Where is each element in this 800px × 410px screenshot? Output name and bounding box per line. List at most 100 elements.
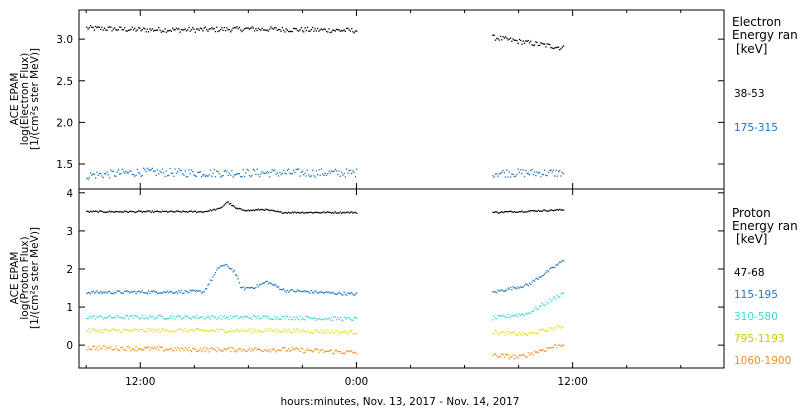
data-point (238, 173, 241, 175)
data-point (193, 28, 195, 30)
data-point (309, 175, 311, 178)
data-point (144, 347, 146, 349)
data-point (182, 347, 184, 350)
data-point (216, 26, 218, 28)
data-point (174, 211, 176, 213)
data-point (154, 170, 156, 172)
data-point (246, 315, 248, 318)
data-point (494, 317, 497, 320)
data-point (300, 331, 302, 333)
data-point (106, 29, 108, 31)
data-point (545, 350, 547, 352)
data-point (312, 291, 314, 294)
data-point (169, 348, 171, 350)
data-point (560, 293, 562, 295)
data-point (144, 28, 146, 30)
data-point (294, 319, 296, 321)
data-point (199, 290, 201, 292)
data-point (535, 278, 537, 280)
data-point (328, 170, 330, 172)
data-point (560, 209, 562, 211)
electron-y-tick-label: 3.0 (56, 34, 73, 46)
data-point (296, 168, 299, 170)
data-point (523, 211, 526, 213)
data-point (493, 176, 495, 178)
data-point (282, 169, 285, 172)
data-point (92, 26, 94, 29)
data-point (324, 212, 326, 214)
data-point (248, 28, 251, 30)
electron-series-38-53 (86, 25, 565, 51)
data-point (146, 167, 148, 169)
data-point (110, 26, 112, 28)
data-point (498, 290, 500, 292)
data-point (499, 172, 502, 174)
data-point (305, 315, 307, 318)
data-point (235, 173, 237, 176)
data-point (164, 318, 166, 320)
data-point (334, 211, 336, 213)
data-point (197, 290, 199, 292)
data-point (95, 177, 97, 179)
data-point (129, 347, 131, 349)
data-point (280, 349, 282, 352)
data-point (492, 211, 494, 213)
data-point (93, 345, 96, 347)
data-point (119, 349, 121, 351)
data-point (223, 204, 225, 206)
data-point (265, 29, 267, 32)
data-point (518, 354, 521, 356)
data-point (155, 174, 157, 177)
data-point (520, 169, 522, 171)
data-point (312, 169, 314, 171)
data-point (280, 173, 282, 176)
data-point (504, 211, 507, 213)
data-point (341, 293, 343, 295)
data-point (195, 175, 198, 178)
data-point (286, 330, 288, 332)
data-point (204, 288, 207, 290)
data-point (503, 315, 505, 317)
data-point (259, 348, 261, 350)
data-point (166, 175, 169, 177)
data-point (266, 209, 268, 211)
data-point (294, 211, 296, 213)
data-point (102, 211, 104, 213)
data-point (199, 347, 201, 350)
data-point (247, 316, 249, 319)
data-point (539, 44, 541, 46)
data-point (507, 287, 509, 289)
data-point (352, 212, 354, 214)
data-point (131, 315, 133, 317)
data-point (498, 212, 500, 214)
data-point (213, 317, 215, 319)
data-point (497, 356, 499, 359)
data-point (271, 283, 273, 286)
data-point (226, 201, 228, 204)
data-point (305, 175, 307, 177)
data-point (175, 291, 178, 293)
data-point (115, 317, 117, 319)
data-point (192, 329, 194, 331)
data-point (100, 315, 102, 317)
data-point (240, 175, 242, 178)
data-point (115, 345, 117, 347)
data-point (515, 315, 517, 317)
data-point (168, 211, 170, 213)
proton-legend-title-3: [keV] (736, 232, 767, 246)
data-point (501, 331, 503, 334)
data-point (496, 211, 498, 213)
data-point (103, 173, 106, 175)
proton-legend-entry: 1060-1900 (734, 355, 791, 367)
data-point (233, 316, 236, 318)
data-point (231, 346, 233, 348)
data-point (101, 210, 103, 212)
data-point (101, 328, 103, 331)
data-point (174, 347, 176, 349)
data-point (122, 171, 125, 173)
data-point (207, 348, 209, 350)
data-point (165, 31, 167, 33)
data-point (114, 316, 116, 318)
data-point (193, 210, 195, 212)
